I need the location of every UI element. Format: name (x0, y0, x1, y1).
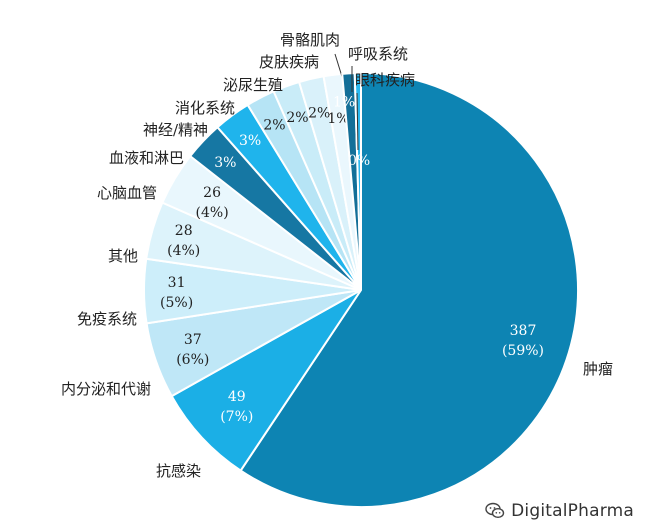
slice-category-label: 消化系统 (175, 99, 235, 117)
slice-percent-label: 3% (239, 133, 261, 149)
slice-percent-label: 0% (348, 153, 370, 169)
slice-percent-label: 3% (214, 155, 236, 171)
slice-category-label: 泌尿生殖 (223, 76, 283, 94)
slice-category-label: 其他 (108, 247, 138, 265)
slice-category-label: 血液和淋巴 (109, 149, 184, 167)
slice-percent-label: (5%) (160, 295, 193, 311)
slice-percent-label: 2% (263, 118, 285, 134)
slice-category-label: 皮肤疾病 (259, 53, 319, 71)
slice-value-label: 37 (184, 332, 202, 348)
pie-slice (170, 289, 362, 472)
slice-percent-label: (6%) (176, 352, 209, 368)
slice-category-label: 肿瘤 (583, 360, 613, 378)
slice-percent-label: (4%) (167, 243, 200, 259)
slice-value-label: 26 (203, 185, 221, 201)
slice-category-label: 呼吸系统 (348, 45, 408, 63)
slice-value-label: 49 (228, 389, 246, 405)
slice-percent-label: 1% (327, 111, 349, 127)
slice-percent-label: (4%) (196, 205, 229, 221)
leader-line (356, 92, 359, 151)
slice-category-label: 骨骼肌肉 (280, 31, 340, 49)
slice-percent-label: 2% (286, 110, 308, 126)
slice-percent-label: 2% (308, 106, 330, 122)
slice-value-label: 31 (168, 275, 186, 291)
slice-value-label: 387 (510, 323, 537, 339)
watermark: DigitalPharma (485, 501, 634, 521)
slice-percent-label: (7%) (220, 409, 253, 425)
pie-slice (353, 71, 362, 291)
slice-category-label: 眼科疾病 (355, 71, 415, 89)
wechat-icon (485, 502, 505, 520)
slice-value-label: 28 (175, 223, 193, 239)
slice-percent-label: 1% (333, 95, 355, 111)
watermark-text: DigitalPharma (511, 501, 634, 521)
slice-category-label: 内分泌和代谢 (61, 380, 151, 398)
slice-category-label: 心脑血管 (97, 184, 157, 202)
slice-category-label: 抗感染 (156, 462, 201, 480)
slice-category-label: 免疫系统 (77, 310, 137, 328)
slice-percent-label: (59%) (502, 343, 544, 359)
pie-slice (239, 71, 579, 508)
slice-category-label: 神经/精神 (143, 121, 208, 139)
